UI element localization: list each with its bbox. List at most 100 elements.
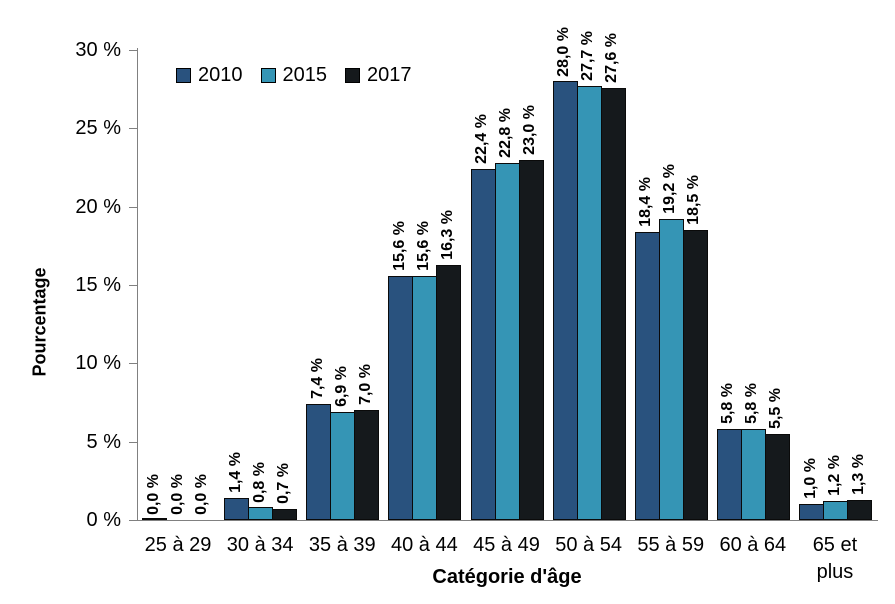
bar-2010 [142,518,168,520]
x-category-label: 65 et plus [812,534,858,583]
legend-label-2017: 2017 [367,64,412,86]
bar-value-label: 19,2 % [659,164,683,214]
y-tick-mark [129,50,137,51]
y-tick-mark [129,285,137,286]
bar-value-label: 15,6 % [412,221,436,271]
bar-2017 [600,87,626,520]
bar-value-text: 18,5 % [685,175,703,226]
bar-2015 [412,275,438,520]
bar-value-label: 5,8 % [717,383,741,424]
bar-value-label: 18,5 % [683,175,707,225]
legend-swatch-2010 [176,68,191,83]
x-category-label: 45 à 49 [473,534,540,556]
bar-value-label: 22,4 % [471,114,495,164]
bar-2017 [354,410,380,520]
bar-value-text: 15,6 % [390,220,408,271]
bar-value-text: 28,0 % [555,26,573,77]
bar-value-text: 18,4 % [637,176,655,227]
bar-value-label: 7,4 % [306,358,330,399]
bar-value-text: 27,7 % [579,31,597,82]
y-tick-mark [129,206,137,208]
bar-value-text: 0,7 % [274,463,292,505]
bar-2017 [764,433,790,520]
bar-2010 [470,169,496,520]
bar-value-text: 5,8 % [743,383,761,425]
bar-value-label: 0,0 % [190,474,214,515]
y-tick-mark [129,520,137,521]
bar-value-label: 6,9 % [330,366,354,407]
bar-2010 [634,231,660,520]
y-tick-label: 5 % [86,430,121,453]
bar-value-label: 27,6 % [601,33,625,83]
legend-swatch-2015 [260,68,276,83]
y-tick-label: 20 % [75,195,121,218]
bar-value-text: 22,4 % [473,114,491,165]
bar-value-label: 5,8 % [741,383,765,424]
bar-value-label: 1,2 % [823,455,847,496]
x-category-label: 40 à 44 [391,534,458,556]
x-category-label: 25 à 29 [144,534,212,556]
x-category-label: 55 à 59 [637,534,705,556]
legend-label-2010: 2010 [198,64,243,86]
bar-2015 [494,162,520,520]
bar-2015 [822,501,848,520]
bar-value-label: 1,3 % [847,454,871,495]
bar-2017 [682,230,708,520]
y-tick-label: 25 % [75,117,121,140]
bar-value-text: 22,8 % [497,108,515,158]
bar-value-text: 16,3 % [438,209,456,260]
bar-value-text: 7,0 % [356,364,374,406]
bar-value-label: 1,0 % [799,458,823,499]
bar-value-label: 1,4 % [224,452,248,493]
bar-value-text: 0,8 % [250,461,268,503]
bar-2015 [330,411,356,520]
x-category-label: 50 à 54 [555,534,622,556]
y-tick-label: 15 % [75,274,121,296]
bar-2010 [552,81,578,520]
bar-value-text: 1,0 % [801,458,819,500]
bar-2015 [658,219,684,520]
bar-value-label: 22,8 % [495,108,519,158]
bar-value-text: 1,2 % [825,455,843,497]
bar-value-label: 18,4 % [635,177,659,227]
bar-2010 [224,498,250,520]
bar-value-text: 1,4 % [226,452,244,494]
x-category-label: 60 à 64 [719,534,787,556]
legend-swatch-2017 [345,68,360,83]
bar-2015 [740,429,766,520]
y-tick-label: 30 % [75,39,121,61]
bar-value-label: 16,3 % [436,210,460,260]
bar-value-text: 19,2 % [661,164,679,215]
y-tick-mark [129,128,137,130]
bar-value-label: 0,0 % [166,474,190,515]
bar-2017 [846,499,872,520]
bar-2010 [306,404,332,520]
y-tick-label: 0 % [86,509,121,531]
bar-value-label: 0,7 % [272,463,296,504]
bar-2010 [716,429,742,520]
bar-value-text: 0,0 % [168,474,186,515]
legend-item-2017: 2017 [345,64,412,87]
y-tick-mark [129,363,137,365]
bar-value-text: 23,0 % [521,104,539,155]
legend-item-2010: 2010 [176,64,243,87]
bar-value-label: 5,5 % [765,388,789,429]
y-tick-mark [129,441,137,443]
legend-label-2015: 2015 [282,64,328,86]
bar-2017 [518,159,544,520]
legend: 2010 2015 2017 [176,64,412,87]
bar-value-text: 7,4 % [308,358,326,400]
x-axis-title: Catégorie d'âge [432,566,582,588]
x-category-label: 35 à 39 [308,534,376,556]
y-tick-label: 10 % [75,352,121,375]
bar-value-text: 5,5 % [767,387,785,429]
bar-value-text: 15,6 % [414,220,432,271]
y-axis-line [137,48,138,521]
bar-2010 [798,504,824,520]
x-axis-line [137,520,878,521]
bar-value-label: 23,0 % [519,105,543,155]
bar-2015 [576,86,602,520]
bar-value-text: 0,0 % [192,474,210,515]
bar-value-label: 28,0 % [553,27,577,77]
